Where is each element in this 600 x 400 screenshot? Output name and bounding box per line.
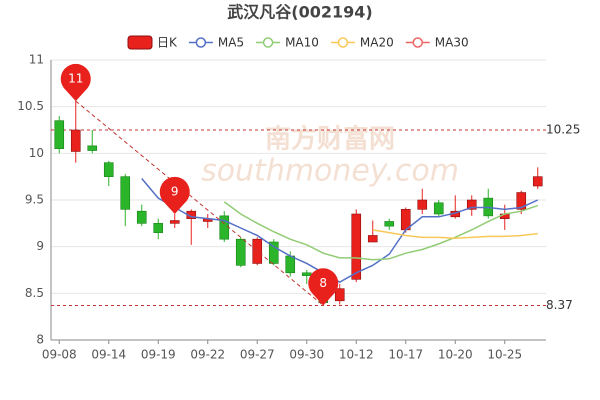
candle-body — [516, 192, 527, 210]
legend-item: MA30 — [405, 36, 469, 50]
x-tick-label: 09-14 — [91, 348, 126, 362]
y-tick-label: 8 — [36, 333, 44, 347]
pin-label: 11 — [68, 72, 83, 86]
candle-body — [219, 215, 230, 240]
watermark: southmoney.com — [201, 154, 459, 189]
x-tick-label: 10-12 — [339, 348, 374, 362]
candle-body — [301, 272, 312, 276]
candle-body — [532, 176, 543, 187]
y-tick-label: 10.5 — [17, 99, 44, 113]
legend-item: MA20 — [330, 36, 394, 50]
candle-body — [433, 202, 444, 215]
trend-line — [75, 100, 324, 306]
ma-line — [223, 201, 538, 261]
candle-body — [235, 238, 246, 266]
candle-body — [466, 199, 477, 210]
candle-body — [268, 241, 279, 264]
candle-body — [417, 199, 428, 210]
legend-item: MA10 — [256, 36, 319, 50]
y-tick-label: 10 — [29, 146, 44, 160]
legend-label: MA5 — [218, 36, 244, 50]
legend-swatch — [412, 37, 424, 48]
candle-body — [252, 238, 263, 264]
y-tick-label: 9.5 — [25, 193, 44, 207]
candle-body — [136, 210, 147, 224]
legend-label: MA10 — [285, 36, 319, 50]
legend-label: 日K — [157, 36, 178, 50]
legend-swatch — [337, 37, 349, 48]
chart-title: 武汉凡谷(002194) — [227, 3, 372, 22]
legend-item: 日K — [127, 35, 178, 50]
pin-marker — [308, 268, 339, 306]
legend-swatch — [195, 37, 207, 48]
y-tick-label: 11 — [29, 53, 44, 67]
candle-body — [54, 120, 65, 149]
candle-body — [103, 162, 114, 177]
x-tick-label: 09-30 — [289, 348, 324, 362]
reference-label: 10.25 — [546, 123, 580, 137]
pin-marker — [159, 176, 190, 214]
legend-label: MA30 — [435, 36, 469, 50]
x-tick-label: 09-19 — [141, 348, 176, 362]
candle-body — [334, 288, 345, 302]
legend-item: MA5 — [188, 36, 244, 50]
ma-line — [372, 229, 538, 240]
x-tick-label: 09-08 — [42, 348, 77, 362]
candle-body — [367, 235, 378, 243]
y-tick-label: 8.5 — [25, 286, 44, 300]
candle-body — [87, 145, 98, 151]
candle-body — [120, 176, 131, 210]
ma-line — [141, 178, 539, 283]
pin-marker — [60, 63, 91, 102]
candle-body — [351, 213, 362, 280]
pin-label: 9 — [171, 185, 179, 199]
reference-label: 8.37 — [546, 298, 573, 312]
pin-label: 8 — [319, 276, 327, 290]
candle-body — [384, 221, 395, 227]
x-tick-label: 10-20 — [438, 348, 473, 362]
legend-swatch — [127, 35, 153, 50]
x-tick-label: 10-25 — [487, 348, 522, 362]
watermark: 南方财富网 — [265, 124, 395, 155]
candle-body — [285, 255, 296, 274]
legend-label: MA20 — [360, 36, 394, 50]
legend-swatch — [262, 37, 274, 48]
y-tick-label: 9 — [36, 239, 44, 253]
candle-body — [70, 129, 81, 152]
x-tick-label: 09-27 — [240, 348, 275, 362]
x-tick-label: 10-17 — [388, 348, 423, 362]
candle-body — [169, 220, 180, 224]
candle-body — [153, 223, 164, 233]
x-tick-label: 09-22 — [190, 348, 225, 362]
